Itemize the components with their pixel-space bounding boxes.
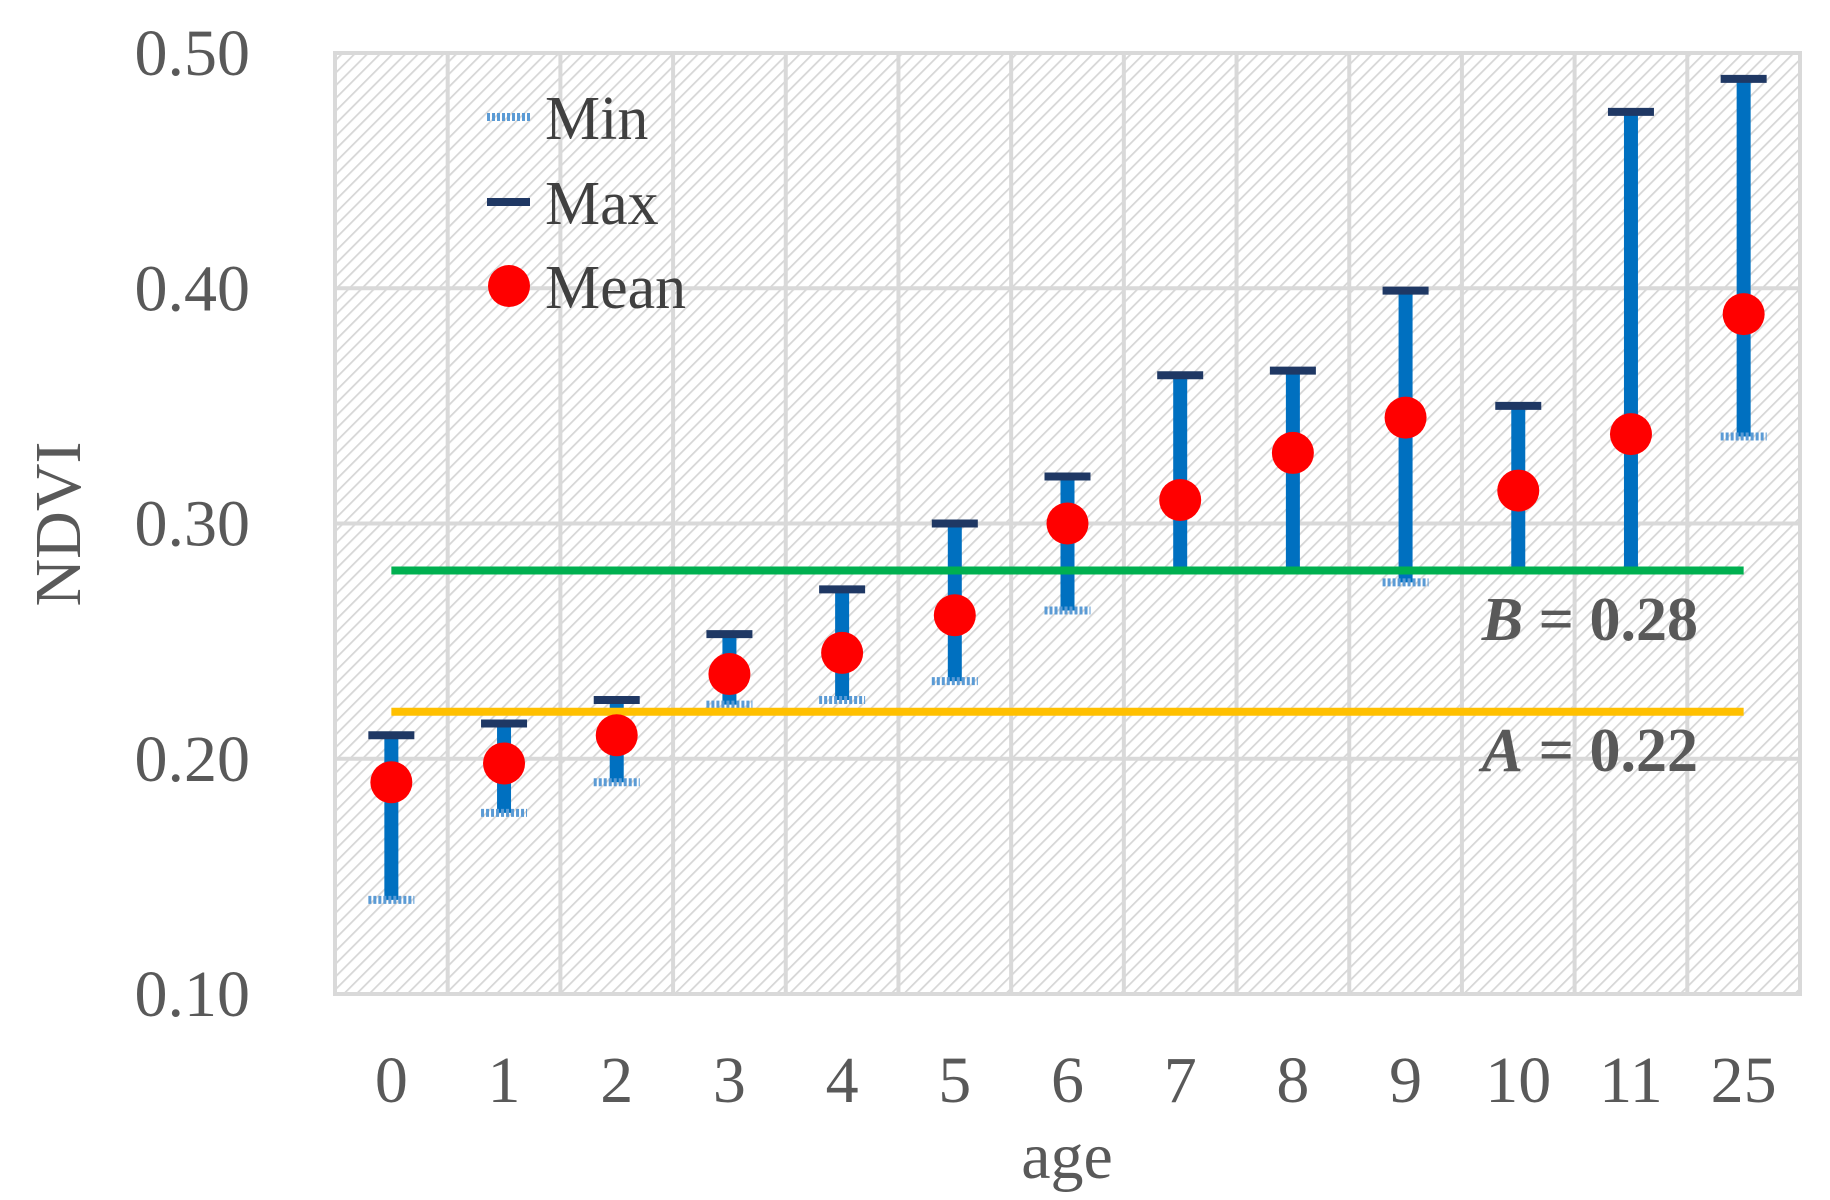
y-tick-label: 0.50 — [135, 17, 251, 90]
mean-marker — [1159, 478, 1202, 521]
mean-marker — [483, 742, 526, 785]
mean-marker — [821, 631, 864, 674]
x-tick-label: 2 — [600, 1044, 633, 1117]
x-tick-label: 7 — [1164, 1044, 1197, 1117]
x-tick-label: 10 — [1485, 1044, 1551, 1117]
threshold-a-label: A = 0.22 — [1478, 717, 1698, 785]
mean-marker — [1722, 293, 1765, 336]
x-tick-label: 25 — [1711, 1044, 1777, 1117]
mean-marker — [708, 653, 751, 696]
mean-marker — [1384, 396, 1427, 439]
legend-mean-label: Mean — [545, 254, 686, 322]
x-tick-label: 4 — [826, 1044, 859, 1117]
mean-marker — [1497, 469, 1540, 512]
threshold-lines — [391, 566, 1744, 716]
y-tick-label: 0.30 — [135, 488, 251, 561]
y-tick-label: 0.20 — [135, 723, 251, 796]
mean-marker — [370, 761, 413, 804]
legend: Min Max Mean — [487, 85, 686, 322]
legend-max-label: Max — [545, 170, 659, 238]
legend-mean-marker — [488, 265, 530, 307]
x-tick-label: 5 — [938, 1044, 971, 1117]
y-tick-label: 0.10 — [135, 958, 251, 1031]
x-tick-label: 3 — [713, 1044, 746, 1117]
x-axis-title: age — [1021, 1120, 1113, 1193]
y-tick-label: 0.40 — [135, 252, 251, 325]
x-tick-label: 9 — [1389, 1044, 1422, 1117]
y-axis-ticks: 0.10 0.20 0.30 0.40 0.50 — [135, 17, 251, 1031]
mean-marker — [595, 714, 638, 757]
gridlines — [335, 53, 1800, 994]
threshold-b-label: B = 0.28 — [1481, 586, 1698, 654]
mean-marker — [1271, 431, 1314, 474]
y-axis-title: NDVI — [22, 442, 95, 607]
mean-marker — [1609, 413, 1652, 456]
mean-marker — [933, 594, 976, 637]
threshold-a-variable: A — [1478, 717, 1523, 785]
x-tick-label: 1 — [488, 1044, 521, 1117]
legend-min-label: Min — [545, 85, 648, 153]
mean-marker — [1046, 502, 1089, 545]
markers — [370, 293, 1765, 804]
x-tick-label: 8 — [1276, 1044, 1309, 1117]
x-axis-ticks: 0 1 2 3 4 5 6 7 8 9 10 11 25 — [375, 1044, 1777, 1117]
threshold-a-value-text: = 0.22 — [1523, 717, 1698, 785]
threshold-b-value-text: = 0.28 — [1523, 586, 1698, 654]
x-tick-label: 11 — [1599, 1044, 1663, 1117]
x-tick-label: 6 — [1051, 1044, 1084, 1117]
threshold-b-variable: B — [1481, 586, 1523, 654]
x-tick-label: 0 — [375, 1044, 408, 1117]
